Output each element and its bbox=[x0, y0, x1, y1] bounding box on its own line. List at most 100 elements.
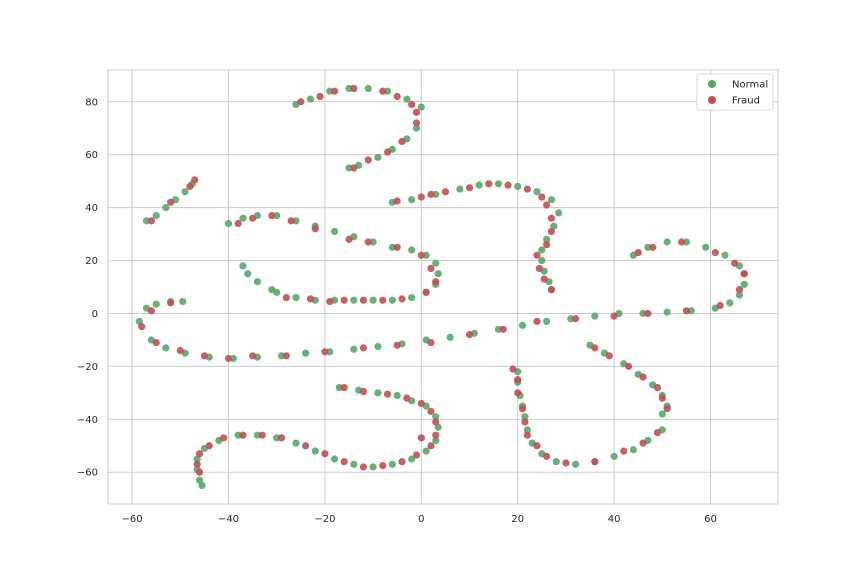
scatter-point-normal bbox=[538, 246, 546, 254]
scatter-point-fraud bbox=[543, 452, 551, 460]
scatter-point-fraud bbox=[644, 309, 652, 318]
scatter-point-normal bbox=[350, 296, 358, 304]
scatter-point-normal bbox=[514, 182, 522, 191]
scatter-point-fraud bbox=[521, 418, 529, 426]
scatter-point-fraud bbox=[282, 352, 290, 360]
scatter-point-fraud bbox=[422, 288, 430, 296]
scatter-point-normal bbox=[538, 256, 546, 265]
scatter-point-fraud bbox=[364, 238, 372, 246]
scatter-point-normal bbox=[432, 413, 440, 421]
scatter-point-fraud bbox=[533, 442, 541, 450]
scatter-point-normal bbox=[475, 181, 483, 189]
scatter-point-fraud bbox=[220, 434, 228, 442]
scatter-point-normal bbox=[369, 296, 377, 304]
scatter-point-fraud bbox=[383, 390, 392, 398]
scatter-point-fraud bbox=[417, 251, 425, 259]
scatter-point-fraud bbox=[441, 188, 450, 196]
scatter-point-fraud bbox=[649, 243, 657, 251]
scatter-point-fraud bbox=[147, 307, 155, 315]
legend-label-normal: Normal bbox=[732, 80, 768, 91]
scatter-point-fraud bbox=[653, 428, 662, 437]
scatter-point-normal bbox=[393, 391, 401, 400]
scatter-point-normal bbox=[663, 238, 671, 246]
legend-marker-fraud bbox=[708, 96, 716, 104]
scatter-point-normal bbox=[403, 95, 411, 103]
scatter-point-fraud bbox=[543, 201, 551, 209]
scatter-point-fraud bbox=[408, 100, 416, 109]
scatter-point-fraud bbox=[398, 295, 406, 303]
scatter-point-fraud bbox=[610, 312, 618, 320]
scatter-point-fraud bbox=[658, 394, 666, 402]
scatter-point-normal bbox=[422, 447, 430, 455]
scatter-point-normal bbox=[152, 300, 160, 308]
scatter-point-fraud bbox=[326, 297, 334, 306]
scatter-point-fraud bbox=[711, 248, 719, 257]
scatter-point-fraud bbox=[432, 418, 440, 426]
y-tick-label: 40 bbox=[85, 203, 98, 214]
scatter-point-fraud bbox=[193, 460, 201, 468]
scatter-point-fraud bbox=[432, 278, 440, 286]
x-tick-label: 60 bbox=[704, 514, 717, 525]
scatter-point-normal bbox=[369, 463, 377, 471]
scatter-point-normal bbox=[543, 235, 551, 243]
grid-lines bbox=[108, 70, 778, 504]
data-points bbox=[135, 84, 748, 490]
scatter-point-normal bbox=[162, 344, 170, 352]
scatter-point-fraud bbox=[499, 325, 507, 333]
scatter-point-normal bbox=[555, 209, 563, 217]
scatter-point-fraud bbox=[417, 434, 425, 442]
scatter-point-fraud bbox=[716, 301, 724, 310]
x-tick-label: −20 bbox=[314, 514, 335, 525]
scatter-point-fraud bbox=[538, 193, 546, 201]
scatter-point-normal bbox=[302, 349, 310, 357]
scatter-point-fraud bbox=[543, 241, 551, 249]
scatter-point-fraud bbox=[547, 227, 556, 236]
scatter-point-normal bbox=[239, 262, 247, 270]
scatter-point-normal bbox=[162, 204, 170, 212]
scatter-point-fraud bbox=[620, 447, 628, 455]
scatter-point-normal bbox=[364, 84, 372, 93]
scatter-point-fraud bbox=[147, 217, 155, 225]
scatter-point-normal bbox=[388, 460, 396, 468]
scatter-point-normal bbox=[330, 455, 339, 463]
scatter-point-fraud bbox=[393, 243, 401, 251]
scatter-point-fraud bbox=[138, 323, 146, 331]
scatter-point-fraud bbox=[268, 211, 276, 220]
scatter-point-normal bbox=[292, 293, 300, 302]
scatter-point-normal bbox=[408, 246, 416, 254]
scatter-point-fraud bbox=[330, 87, 339, 95]
scatter-point-fraud bbox=[277, 434, 286, 442]
scatter-point-fraud bbox=[393, 197, 401, 205]
scatter-point-fraud bbox=[514, 389, 522, 397]
scatter-point-normal bbox=[244, 270, 252, 278]
x-tick-label: 0 bbox=[418, 514, 424, 525]
scatter-point-fraud bbox=[379, 462, 387, 470]
legend-marker-normal bbox=[708, 80, 716, 88]
scatter-point-normal bbox=[740, 280, 748, 288]
y-tick-label: −60 bbox=[77, 468, 98, 479]
scatter-point-fraud bbox=[639, 373, 647, 381]
scatter-point-fraud bbox=[195, 450, 204, 458]
y-tick-label: −40 bbox=[77, 415, 98, 426]
scatter-point-fraud bbox=[224, 354, 233, 363]
scatter-point-normal bbox=[518, 321, 527, 329]
scatter-point-normal bbox=[702, 243, 710, 251]
scatter-point-fraud bbox=[359, 344, 368, 352]
x-tick-label: 20 bbox=[511, 514, 524, 525]
scatter-point-fraud bbox=[427, 338, 435, 347]
scatter-point-fraud bbox=[398, 458, 406, 466]
scatter-point-fraud bbox=[321, 348, 329, 356]
scatter-point-normal bbox=[446, 333, 454, 341]
scatter-point-normal bbox=[198, 481, 206, 490]
scatter-point-normal bbox=[543, 317, 551, 326]
scatter-point-normal bbox=[735, 291, 744, 299]
scatter-point-fraud bbox=[364, 156, 372, 164]
y-tick-label: 0 bbox=[92, 309, 98, 320]
scatter-point-fraud bbox=[379, 87, 387, 95]
scatter-point-fraud bbox=[634, 248, 642, 257]
scatter-point-normal bbox=[726, 299, 734, 307]
scatter-point-normal bbox=[374, 342, 382, 351]
scatter-point-fraud bbox=[465, 184, 474, 192]
scatter-point-fraud bbox=[533, 317, 541, 326]
scatter-point-fraud bbox=[427, 442, 435, 450]
